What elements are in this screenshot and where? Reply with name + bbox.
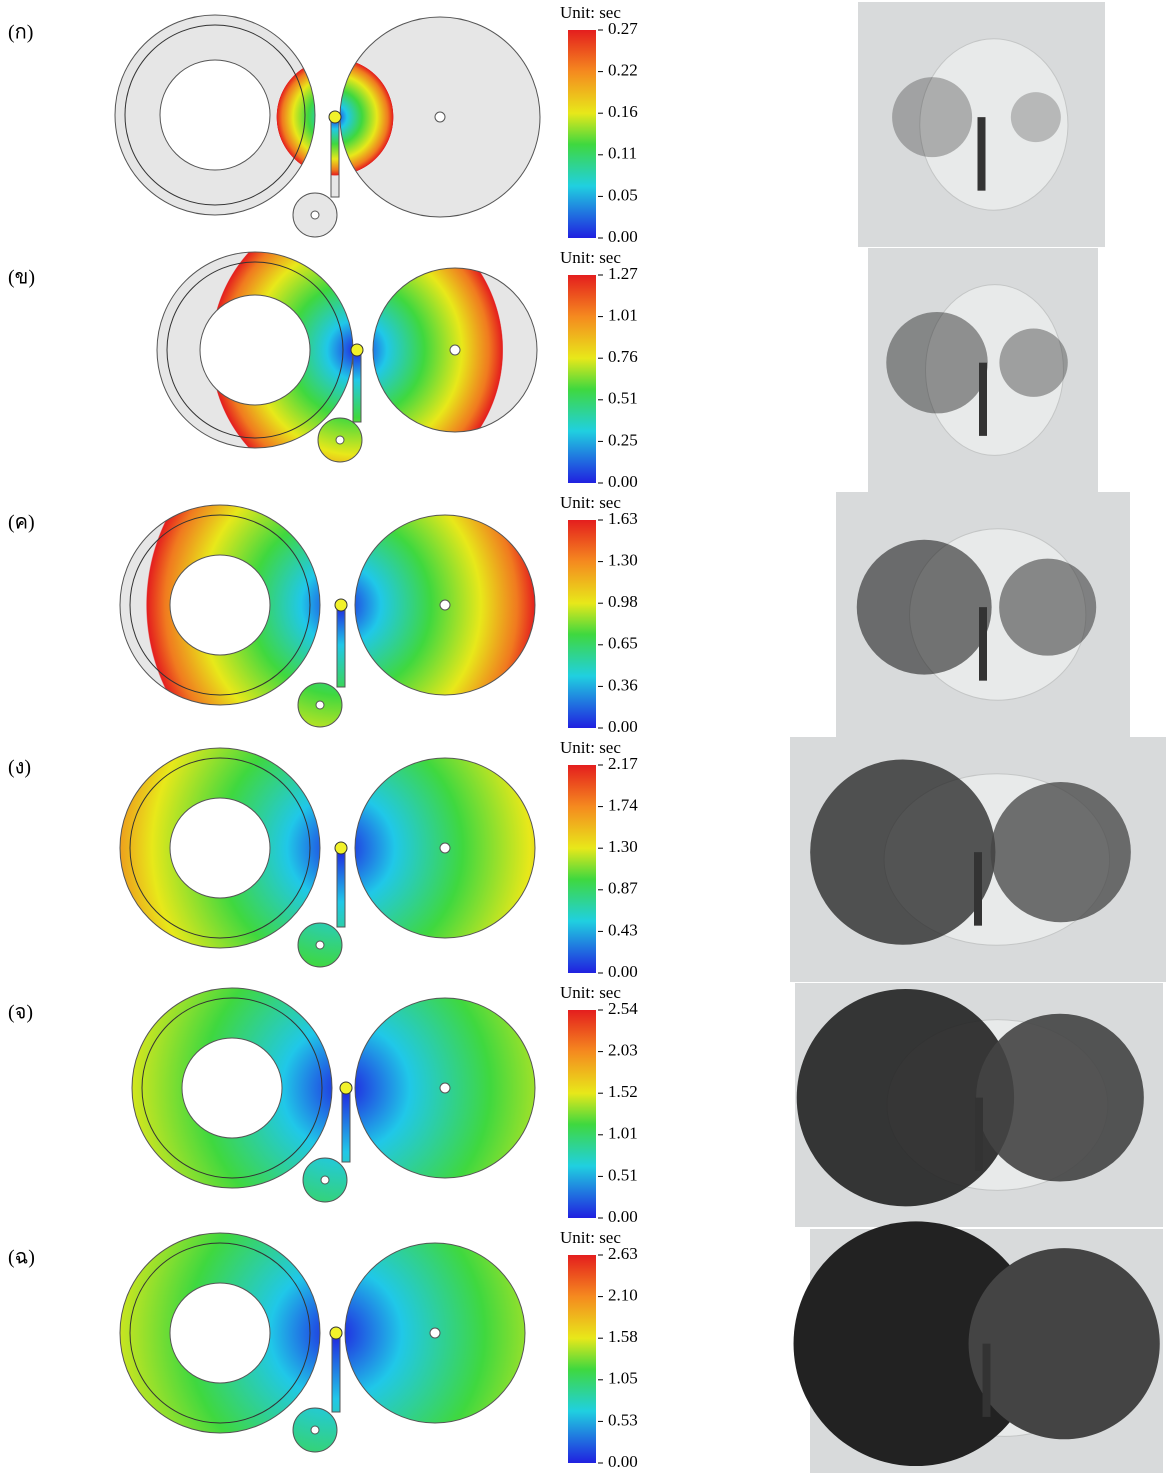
colorbar bbox=[568, 1255, 596, 1463]
colorbar-tick-label: 0.22 bbox=[608, 61, 638, 80]
colorbar-tick-label: 0.00 bbox=[608, 472, 638, 491]
small-hole bbox=[316, 701, 324, 709]
ring-part bbox=[120, 505, 320, 705]
photo-part bbox=[857, 540, 992, 675]
colorbar-tick-label: 1.52 bbox=[608, 1082, 638, 1101]
colorbar-tick-label: 0.51 bbox=[608, 1165, 638, 1184]
disc-hole bbox=[450, 345, 460, 355]
colorbar-tick-label: 0.27 bbox=[608, 19, 638, 38]
small-hole bbox=[316, 941, 324, 949]
disc-hole bbox=[440, 600, 450, 610]
photo-part bbox=[886, 312, 987, 413]
colorbar-tick-label: 2.54 bbox=[608, 999, 638, 1018]
runner bbox=[342, 1088, 350, 1162]
colorbar-tick-label: 0.76 bbox=[608, 347, 638, 366]
colorbar-tick-label: 0.16 bbox=[608, 102, 638, 121]
colorbar-tick-label: 1.58 bbox=[608, 1327, 638, 1346]
colorbar-tick-label: 2.10 bbox=[608, 1286, 638, 1305]
colorbar-tick-label: 0.98 bbox=[608, 592, 638, 611]
disc-hole bbox=[430, 1328, 440, 1338]
photo-runner bbox=[975, 1098, 983, 1171]
colorbar-tick-label: 0.53 bbox=[608, 1410, 638, 1429]
panel-label: (ค) bbox=[8, 512, 35, 534]
photo-runner bbox=[979, 363, 987, 436]
colorbar-tick-label: 1.27 bbox=[608, 264, 638, 283]
photo-part bbox=[991, 782, 1131, 922]
colorbar-tick-label: 1.01 bbox=[608, 1124, 638, 1143]
disc-hole bbox=[435, 112, 445, 122]
gate bbox=[329, 111, 341, 123]
photo-part bbox=[892, 77, 972, 157]
colorbar-tick-label: 0.36 bbox=[608, 675, 638, 694]
gate bbox=[335, 842, 347, 854]
colorbar-tick-label: 0.05 bbox=[608, 185, 638, 204]
photo-part bbox=[969, 1248, 1160, 1439]
colorbar bbox=[568, 765, 596, 973]
colorbar-tick-label: 1.30 bbox=[608, 837, 638, 856]
colorbar-tick-label: 1.30 bbox=[608, 551, 638, 570]
colorbar-tick-label: 0.00 bbox=[608, 717, 638, 736]
small-hole bbox=[311, 211, 319, 219]
colorbar-tick-label: 2.63 bbox=[608, 1244, 638, 1263]
colorbar-tick-label: 0.00 bbox=[608, 1207, 638, 1226]
photo-part bbox=[999, 328, 1067, 396]
gate bbox=[351, 344, 363, 356]
colorbar bbox=[568, 30, 596, 238]
runner bbox=[353, 350, 361, 422]
ring-part bbox=[157, 252, 353, 448]
panel-label: (ฉ) bbox=[8, 1247, 35, 1269]
small-hole bbox=[311, 1426, 319, 1434]
figure: (ก)Unit: sec0.270.220.160.110.050.00(ข)U… bbox=[0, 0, 1166, 1473]
disc-hole bbox=[440, 1083, 450, 1093]
photo-runner bbox=[979, 607, 987, 681]
small-hole bbox=[336, 436, 344, 444]
ring-part bbox=[120, 748, 320, 948]
ring-part bbox=[132, 988, 332, 1188]
colorbar-tick-label: 0.25 bbox=[608, 430, 638, 449]
colorbar-tick-label: 0.00 bbox=[608, 1452, 638, 1471]
colorbar-tick-label: 2.17 bbox=[608, 754, 638, 773]
photo-part bbox=[810, 760, 995, 945]
panel-label: (ง) bbox=[8, 757, 31, 779]
runner bbox=[337, 605, 345, 687]
colorbar-tick-label: 0.00 bbox=[608, 962, 638, 981]
colorbar-tick-label: 0.11 bbox=[608, 144, 637, 163]
colorbar-tick-label: 2.03 bbox=[608, 1041, 638, 1060]
photo-part bbox=[999, 559, 1096, 656]
photo-part bbox=[1011, 92, 1061, 142]
colorbar bbox=[568, 275, 596, 483]
runner bbox=[331, 117, 339, 197]
colorbar-tick-label: 0.65 bbox=[608, 634, 638, 653]
gate bbox=[330, 1327, 342, 1339]
ring-part bbox=[115, 15, 315, 215]
disc-hole bbox=[440, 843, 450, 853]
colorbar-tick-label: 1.63 bbox=[608, 509, 638, 528]
colorbar bbox=[568, 520, 596, 728]
panel-label: (ข) bbox=[8, 267, 35, 289]
colorbar-tick-label: 1.74 bbox=[608, 796, 638, 815]
colorbar-tick-label: 0.00 bbox=[608, 227, 638, 246]
gate bbox=[335, 599, 347, 611]
colorbar-tick-label: 1.05 bbox=[608, 1369, 638, 1388]
runner bbox=[332, 1333, 340, 1412]
small-hole bbox=[321, 1176, 329, 1184]
photo-part bbox=[976, 1014, 1144, 1182]
panel-label: (จ) bbox=[8, 1002, 33, 1024]
colorbar-tick-label: 0.87 bbox=[608, 879, 638, 898]
colorbar bbox=[568, 1010, 596, 1218]
photo-runner bbox=[974, 852, 982, 926]
photo-runner bbox=[978, 117, 986, 190]
colorbar-tick-label: 1.01 bbox=[608, 306, 638, 325]
panel-label: (ก) bbox=[8, 22, 33, 44]
runner bbox=[337, 848, 345, 927]
colorbar-tick-label: 0.43 bbox=[608, 920, 638, 939]
gate bbox=[340, 1082, 352, 1094]
photo-runner bbox=[983, 1344, 991, 1417]
ring-part bbox=[120, 1233, 320, 1433]
colorbar-tick-label: 0.51 bbox=[608, 389, 638, 408]
